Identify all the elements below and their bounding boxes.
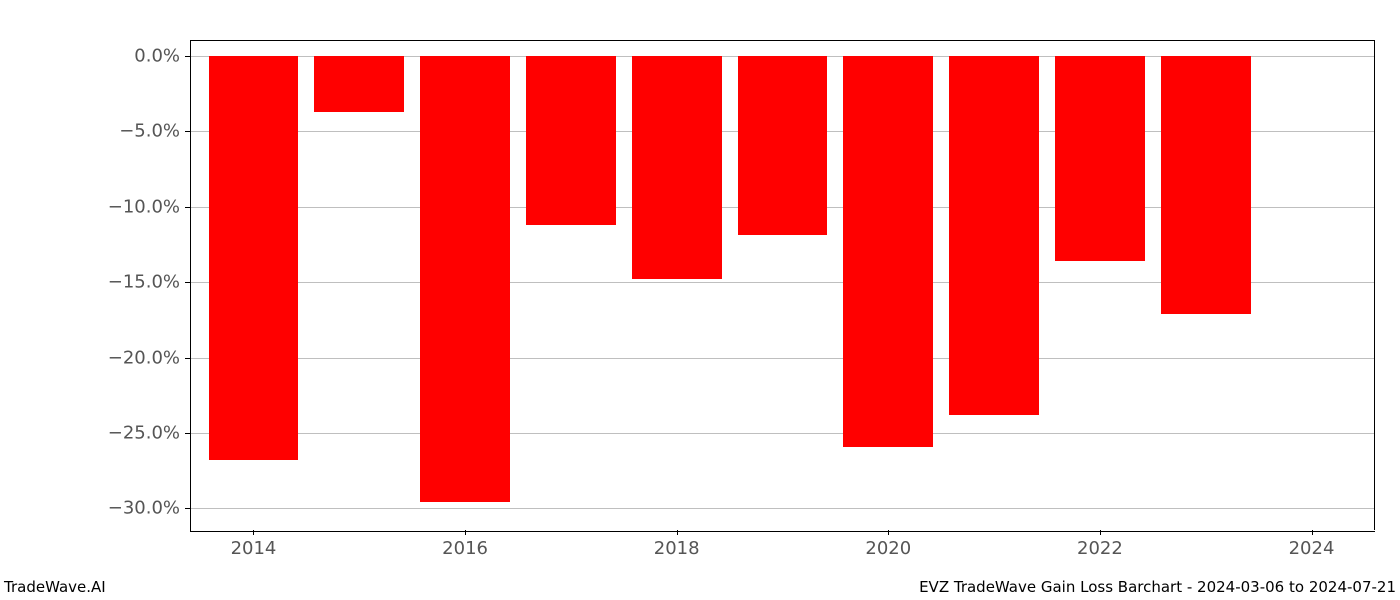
- xtick-label: 2018: [654, 530, 700, 559]
- ytick-label: −15.0%: [108, 272, 190, 293]
- ytick-label: −5.0%: [119, 121, 190, 142]
- gridline: [190, 358, 1374, 359]
- gridline: [190, 508, 1374, 509]
- xtick-label: 2020: [865, 530, 911, 559]
- ytick-label: 0.0%: [134, 46, 190, 67]
- footer-right-caption: EVZ TradeWave Gain Loss Barchart - 2024-…: [919, 578, 1396, 596]
- left-spine: [190, 41, 191, 531]
- bar: [632, 56, 722, 279]
- xtick-label: 2016: [442, 530, 488, 559]
- xtick-label: 2022: [1077, 530, 1123, 559]
- ytick-label: −10.0%: [108, 196, 190, 217]
- bar: [420, 56, 510, 502]
- ytick-label: −25.0%: [108, 423, 190, 444]
- gain-loss-barchart: 0.0% −5.0% −10.0% −15.0% −20.0% −25.0% −30.0% 2…: [0, 0, 1400, 600]
- bottom-spine: [190, 531, 1375, 532]
- xtick-label: 2024: [1289, 530, 1335, 559]
- ytick-label: −30.0%: [108, 498, 190, 519]
- plot-area: 0.0%−5.0%−10.0%−15.0%−20.0%−25.0%−30.0%2…: [190, 40, 1375, 530]
- bar: [209, 56, 299, 460]
- ytick-label: −20.0%: [108, 347, 190, 368]
- bar: [738, 56, 828, 235]
- xtick-label: 2014: [231, 530, 277, 559]
- bar: [1161, 56, 1251, 314]
- bar: [314, 56, 404, 112]
- bar: [1055, 56, 1145, 261]
- gridline: [190, 433, 1374, 434]
- bar: [949, 56, 1039, 415]
- bar: [843, 56, 933, 446]
- bar: [526, 56, 616, 225]
- footer-left-brand: TradeWave.AI: [4, 578, 106, 596]
